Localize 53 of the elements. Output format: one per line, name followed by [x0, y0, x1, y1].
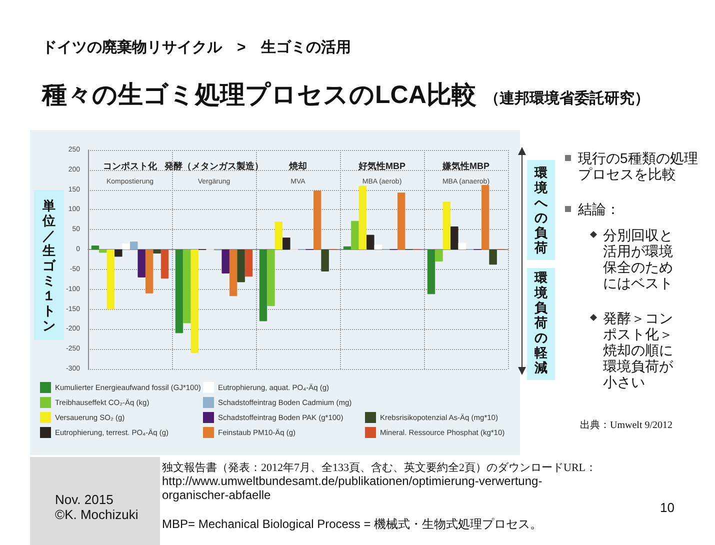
- bar: [358, 186, 367, 250]
- bar: [351, 220, 359, 250]
- text: 10: [660, 500, 674, 515]
- bar: [229, 250, 238, 296]
- text: 単位／生ゴミ１トン: [42, 198, 56, 333]
- bar: [282, 238, 290, 250]
- bar: [145, 250, 154, 294]
- bar: [435, 250, 443, 262]
- bar: [274, 222, 283, 250]
- bar: [138, 250, 146, 278]
- bar: [106, 250, 115, 310]
- bar: [259, 250, 268, 322]
- bar: [91, 246, 100, 250]
- bar: [442, 202, 451, 250]
- text: MBP= Mechanical Biological Process = 機械式・生物式処理プロセス。: [162, 516, 542, 533]
- text: 分別回収と活用が環境保全のためにはベスト: [603, 227, 674, 291]
- bar: [313, 190, 322, 250]
- bar: [450, 226, 458, 250]
- text: 環境負荷の軽減: [527, 268, 555, 380]
- text: 環境への負荷: [527, 160, 555, 260]
- bar: [160, 250, 169, 279]
- text: Nov. 2015: [55, 492, 114, 507]
- bar: [427, 250, 436, 294]
- bar: [175, 250, 184, 334]
- bar: [122, 244, 130, 250]
- bar: [458, 242, 466, 250]
- bar: [99, 250, 107, 253]
- text: 現行の5種類の処理プロセスを比較: [578, 150, 698, 182]
- chart-title: 種々の生ゴミ処理プロセスのLCA比較: [42, 81, 476, 109]
- text: 結論：: [578, 201, 621, 219]
- text: http://www.umweltbundesamt.de/publikationen/optimierung-verwertung-organischer-abfaelle: [162, 474, 544, 502]
- bar: [183, 250, 191, 324]
- text: ©K. Mochizuki: [55, 507, 138, 522]
- text: ドイツの廃棄物リサイクル > 生ゴミの活用: [42, 38, 351, 57]
- source-note: 出典：Umwelt 9/2012: [580, 418, 672, 432]
- bar: [244, 250, 253, 277]
- bar: [153, 250, 161, 254]
- text: 発酵＞コンポスト化＞焼却の順に環境負荷が小さい: [603, 310, 674, 390]
- bar: [489, 250, 497, 265]
- bar: [397, 192, 406, 250]
- bar: [343, 246, 352, 250]
- bar: [366, 234, 374, 250]
- bar: [374, 244, 382, 250]
- bar: [267, 250, 275, 306]
- bar: [130, 242, 138, 250]
- bar: [481, 185, 490, 250]
- text: （連邦環境省委託研究）: [484, 90, 650, 107]
- bar: [321, 250, 329, 272]
- bar: [114, 250, 122, 257]
- bar: [237, 250, 245, 282]
- bar: [222, 250, 230, 274]
- text: 独文報告書（発表：2012年7月、全133頁、含む、英文要約全2頁）のダウンロードURL：: [162, 460, 596, 475]
- bar: [190, 250, 199, 354]
